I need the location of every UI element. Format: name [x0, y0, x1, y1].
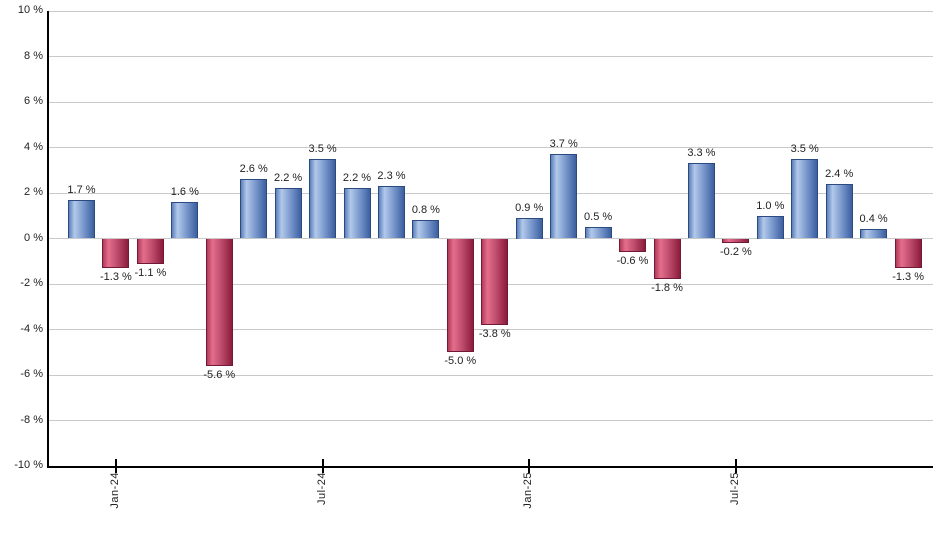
- bar: [894, 238, 922, 269]
- bar-value-label: 0.4 %: [859, 213, 888, 226]
- bar-value-label: 2.2 %: [342, 172, 372, 185]
- gridline: [49, 192, 933, 194]
- gridline: [49, 329, 933, 330]
- bar-value-label: 2.3 %: [377, 170, 406, 183]
- y-tick-label: -8 %: [20, 413, 43, 426]
- bar: [825, 183, 853, 239]
- x-tick-mark: [734, 459, 737, 473]
- y-tick-label: 0 %: [24, 231, 43, 244]
- y-axis-line: [47, 11, 49, 468]
- bar-value-label: -3.8 %: [478, 327, 511, 340]
- bar: [412, 220, 440, 239]
- x-axis-line: [47, 466, 933, 468]
- bar-value-label: 3.5 %: [790, 142, 819, 155]
- y-tick-label: 2 %: [24, 186, 43, 198]
- bar-value-label: 1.7 %: [67, 183, 96, 196]
- bar: [136, 238, 164, 264]
- bar-value-label: 0.9 %: [515, 202, 544, 214]
- bar: [619, 238, 646, 253]
- gridline: [49, 56, 933, 57]
- gridline: [49, 147, 933, 148]
- bar-value-label: -5.6 %: [203, 368, 236, 381]
- y-tick-label: -6 %: [20, 368, 43, 380]
- gridline: [49, 101, 933, 103]
- bar: [309, 158, 337, 239]
- bar-value-label: -0.2 %: [719, 246, 752, 259]
- bar-value-label: 2.4 %: [825, 167, 854, 180]
- bar: [550, 154, 578, 239]
- bar-value-label: 0.8 %: [411, 204, 440, 217]
- bar-value-label: 2.6 %: [239, 163, 268, 176]
- bar-value-label: 2.2 %: [274, 172, 303, 185]
- bar: [481, 238, 509, 325]
- bar: [343, 188, 371, 239]
- bar: [860, 229, 888, 239]
- x-tick-mark: [321, 459, 324, 473]
- y-tick-label: -10 %: [14, 459, 43, 471]
- y-tick-label: 4 %: [24, 140, 43, 153]
- bar: [722, 238, 750, 243]
- bar: [240, 179, 268, 239]
- x-tick-mark: [114, 459, 117, 473]
- x-tick-label: Jul-24: [315, 472, 328, 505]
- x-tick-label: Jan-25: [522, 472, 535, 509]
- bar: [584, 227, 612, 239]
- x-tick-label: Jul-25: [728, 472, 741, 505]
- bar-value-label: -1.3 %: [892, 271, 924, 284]
- bar-value-label: 1.0 %: [756, 199, 785, 212]
- y-tick-label: 6 %: [24, 95, 43, 107]
- bar: [205, 238, 233, 366]
- x-tick-mark: [528, 459, 531, 473]
- bar: [68, 199, 95, 239]
- bar-value-label: 0.5 %: [584, 211, 613, 224]
- bar-value-label: 3.5 %: [308, 142, 337, 155]
- y-tick-label: 10 %: [17, 4, 43, 16]
- bar: [653, 238, 681, 280]
- bar-value-label: -1.3 %: [99, 271, 132, 284]
- bar: [756, 215, 784, 239]
- bar: [274, 188, 302, 239]
- bar: [515, 218, 543, 239]
- bar-value-label: 1.6 %: [170, 186, 199, 199]
- y-tick-label: -4 %: [20, 322, 43, 335]
- bar-value-label: 3.7 %: [549, 138, 578, 151]
- bar-value-label: -0.6 %: [616, 255, 649, 268]
- gridline: [49, 374, 933, 376]
- bar: [102, 238, 130, 269]
- y-tick-label: -2 %: [20, 277, 43, 289]
- y-tick-label: 8 %: [24, 49, 43, 62]
- bar: [446, 238, 474, 353]
- bar: [687, 163, 715, 239]
- bar: [791, 158, 819, 239]
- bar-value-label: 3.3 %: [687, 147, 716, 160]
- gridline: [49, 420, 933, 421]
- gridline: [49, 10, 933, 12]
- x-tick-label: Jan-24: [108, 472, 121, 509]
- bar: [378, 186, 405, 239]
- bar-value-label: -1.1 %: [134, 266, 167, 279]
- bar-value-label: -5.0 %: [444, 355, 477, 368]
- bar: [171, 202, 199, 239]
- bar-value-label: -1.8 %: [651, 282, 683, 295]
